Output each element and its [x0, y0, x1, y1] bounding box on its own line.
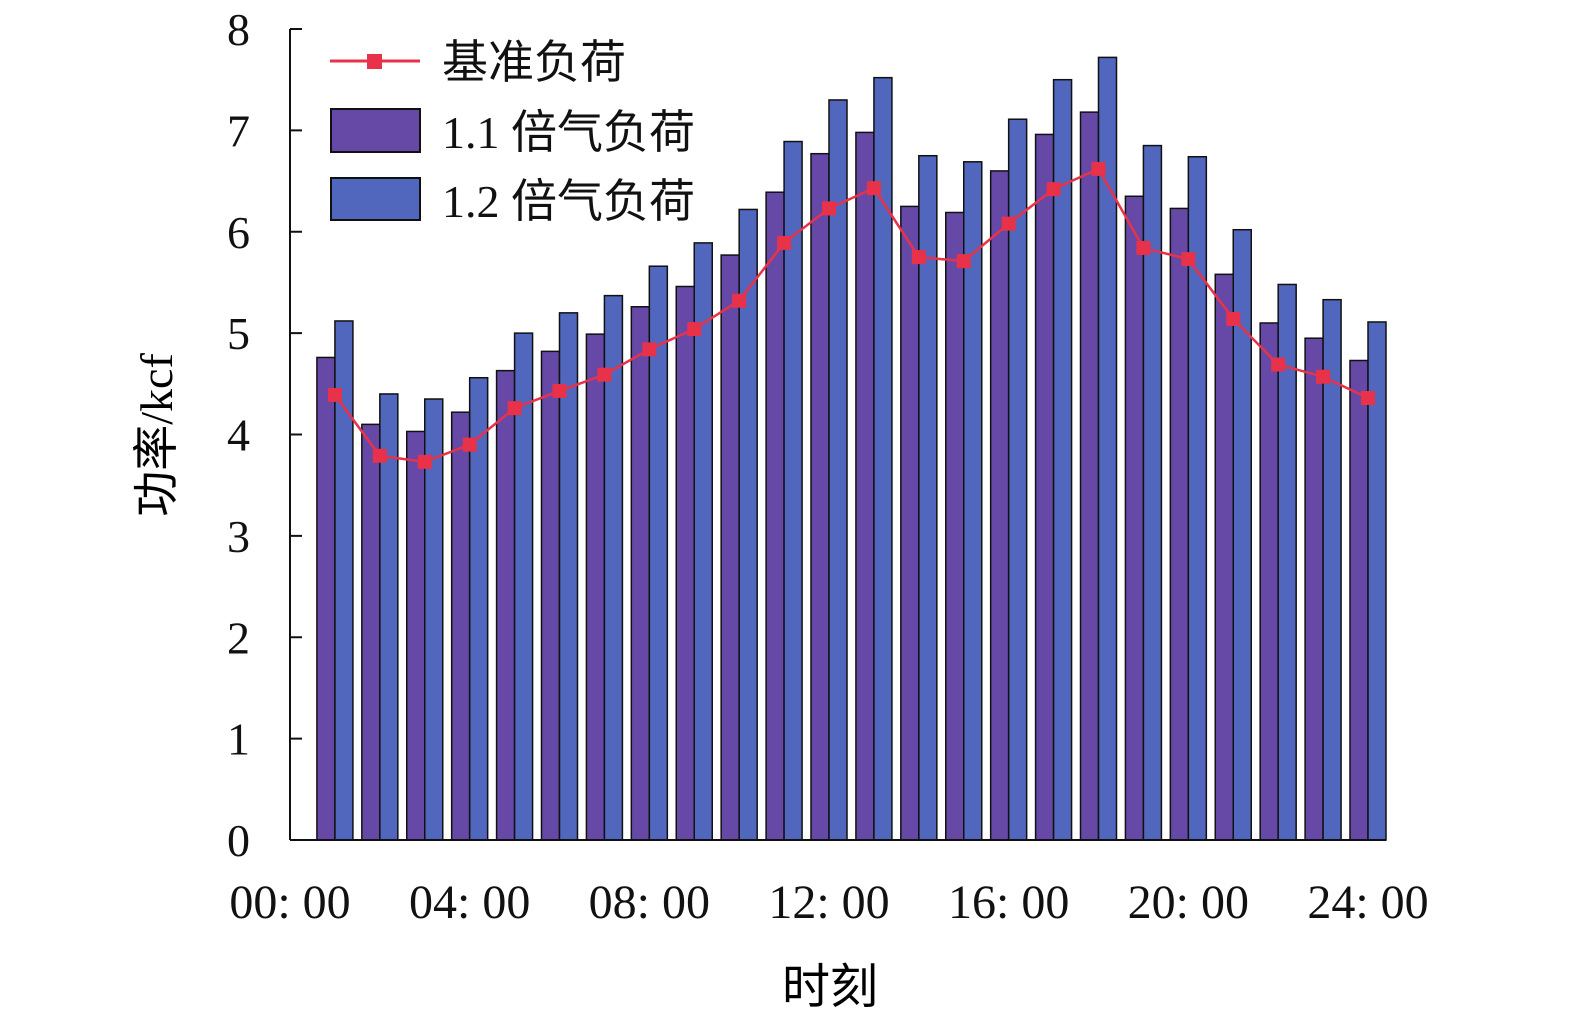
bar-1.1x-4 [450, 411, 471, 841]
bar-1.1x-15 [945, 211, 965, 841]
baseline-point-13 [866, 181, 881, 196]
y-tick-label: 1 [227, 714, 250, 765]
bar-1.1x-20 [1169, 207, 1190, 841]
bar-1.1x-23 [1304, 337, 1324, 841]
bar-1.1x-13 [855, 131, 875, 841]
line-layer [327, 161, 1375, 469]
x-tick-label: 00: 00 [229, 876, 350, 929]
bar-1.1x-2 [361, 423, 381, 841]
baseline-point-5 [507, 401, 522, 416]
baseline-point-16 [1001, 216, 1016, 231]
baseline-point-22 [1271, 357, 1286, 372]
bar-1.1x-24 [1349, 359, 1369, 841]
bar-1.1x-9 [675, 285, 695, 841]
y-tick-label: 0 [227, 815, 250, 866]
baseline-point-12 [822, 201, 836, 216]
bar-1.1x-16 [989, 170, 1010, 841]
baseline-point-15 [956, 254, 971, 269]
bar-1.1x-17 [1034, 133, 1055, 841]
bar-1.1x-10 [720, 254, 740, 841]
x-tick-label: 20: 00 [1128, 876, 1249, 929]
baseline-point-24 [1361, 391, 1375, 406]
legend-label-1.1x: 1.1 倍气负荷 [442, 107, 695, 158]
bar-1.1x-14 [900, 205, 920, 841]
baseline-point-6 [552, 383, 567, 398]
y-tick-label: 7 [227, 105, 250, 156]
legend: 基准负荷 1.1 倍气负荷 1.2 倍气负荷 [330, 37, 695, 227]
x-tick-label: 16: 00 [948, 876, 1069, 929]
y-tick-label: 2 [227, 612, 250, 663]
baseline-point-21 [1226, 311, 1241, 326]
y-axis-title: 功率/kcf [131, 353, 182, 517]
y-tick-label: 8 [227, 4, 250, 55]
bar-1.1x-11 [765, 191, 785, 841]
baseline-point-2 [372, 448, 387, 463]
y-tick-label: 4 [227, 410, 250, 461]
axes: 0 1 2 3 4 5 6 7 8 00: 00 04: 00 08: 00 12: 00 16: 00 2… [227, 4, 1429, 929]
bar-1.1x-19 [1124, 195, 1145, 841]
x-tick-label: 12: 00 [768, 876, 889, 929]
x-axis-title: 时刻 [782, 961, 878, 1014]
bar-1.1x-5 [495, 369, 516, 841]
baseline-series-line [333, 167, 1369, 464]
y-tick-label: 6 [227, 207, 250, 258]
bar-1.1x-1 [316, 356, 336, 841]
baseline-point-11 [777, 235, 792, 250]
bar-1.1x-18 [1079, 111, 1100, 841]
bars-layer [316, 56, 1387, 841]
baseline-point-20 [1181, 252, 1196, 267]
y-tick-label: 3 [227, 511, 250, 562]
legend-swatch-1.2x [330, 177, 421, 221]
baseline-point-17 [1046, 182, 1061, 197]
legend-marker-swatch [367, 54, 382, 69]
bar-1.1x-7 [585, 333, 606, 841]
x-tick-label: 24: 00 [1307, 876, 1428, 929]
bar-1.1x-22 [1259, 322, 1279, 841]
legend-swatch-1.1x [330, 108, 421, 153]
baseline-point-3 [417, 454, 432, 469]
baseline-point-1 [327, 387, 342, 402]
legend-label-1.2x: 1.2 倍气负荷 [442, 176, 695, 227]
bar-1.1x-12 [810, 152, 830, 841]
baseline-point-19 [1136, 240, 1151, 255]
baseline-point-9 [687, 322, 702, 337]
bar-1.1x-6 [540, 350, 561, 841]
baseline-point-8 [642, 342, 657, 357]
baseline-point-10 [732, 293, 747, 308]
bar-1.1x-3 [406, 430, 426, 841]
y-tick-label: 5 [227, 308, 250, 359]
baseline-point-4 [462, 437, 477, 452]
baseline-point-18 [1091, 161, 1106, 176]
legend-label-baseline: 基准负荷 [442, 37, 626, 88]
baseline-point-7 [597, 367, 612, 382]
baseline-point-14 [911, 250, 926, 265]
bar-1.1x-8 [630, 306, 651, 841]
x-tick-label: 04: 00 [409, 876, 530, 929]
bar-1.1x-21 [1214, 273, 1234, 841]
baseline-point-23 [1316, 369, 1331, 384]
x-tick-label: 08: 00 [589, 876, 710, 929]
